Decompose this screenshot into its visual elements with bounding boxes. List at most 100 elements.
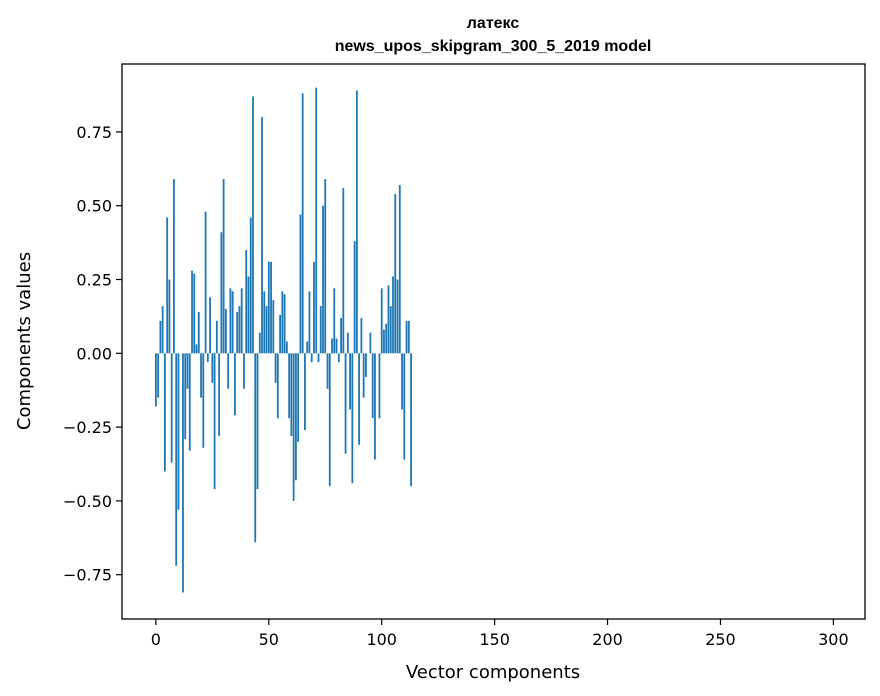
bar (342, 187, 345, 354)
bar (281, 291, 284, 354)
x-tick-label: 0 (151, 630, 161, 649)
bar (315, 87, 318, 354)
bar (340, 317, 342, 354)
bar (294, 353, 297, 481)
bar (213, 353, 216, 490)
bar (161, 306, 164, 354)
bar (335, 338, 338, 354)
bar (313, 261, 315, 354)
bar (166, 217, 169, 354)
y-tick-label: −0.25 (63, 418, 112, 437)
bar (209, 297, 211, 354)
x-tick-label: 200 (592, 630, 623, 649)
bar (204, 211, 207, 354)
bar (247, 276, 250, 354)
bar (157, 353, 160, 398)
bar (392, 276, 394, 354)
bar (349, 353, 351, 410)
bar (346, 332, 349, 354)
bar (337, 353, 340, 363)
y-tick-label: −0.50 (63, 492, 112, 511)
x-tick-label: 300 (818, 630, 849, 649)
bar (200, 353, 202, 398)
bar (231, 291, 234, 354)
bar (224, 309, 227, 354)
bar (351, 353, 354, 484)
bar (333, 288, 336, 354)
bar (310, 353, 313, 363)
bar (175, 353, 178, 566)
chart-title: латекс (467, 15, 520, 32)
y-axis-ticks: −0.75 −0.50 −0.25 0.00 0.25 0.50 0.75 (63, 123, 122, 585)
bar (236, 311, 239, 354)
bar (292, 353, 295, 501)
bar (182, 353, 184, 593)
bar (288, 353, 291, 419)
bar (389, 306, 392, 354)
bar (326, 353, 329, 389)
y-tick-label: 0.50 (76, 197, 112, 216)
bar (324, 179, 327, 354)
bar (410, 353, 412, 487)
bar (385, 323, 388, 354)
bar (374, 353, 376, 460)
bar (206, 353, 209, 363)
bar (254, 353, 257, 543)
x-axis-ticks: 0 50 100 150 200 250 300 (151, 619, 849, 649)
bar (261, 117, 263, 354)
x-tick-label: 150 (479, 630, 510, 649)
y-tick-label: 0.00 (76, 344, 112, 363)
bar (301, 93, 304, 354)
bar (308, 291, 311, 354)
bar (387, 285, 390, 354)
bar (270, 261, 272, 354)
bar (344, 353, 347, 454)
bar (220, 232, 223, 354)
bar (279, 314, 281, 354)
bar (401, 353, 403, 410)
bar (283, 294, 286, 354)
bar (276, 353, 279, 419)
bar (380, 288, 383, 354)
bar (173, 179, 175, 354)
x-tick-label: 100 (366, 630, 397, 649)
bar (238, 306, 241, 354)
bar (218, 353, 221, 436)
bar (272, 300, 275, 354)
y-tick-label: 0.25 (76, 271, 112, 290)
bar (304, 353, 306, 431)
x-tick-label: 50 (259, 630, 279, 649)
bar (193, 273, 196, 354)
bar (405, 320, 408, 354)
bar (317, 353, 320, 363)
y-axis-label: Components values (14, 252, 35, 430)
bar (383, 329, 385, 354)
bar (164, 353, 166, 472)
bars-group (154, 87, 833, 593)
bar (159, 320, 162, 354)
x-tick-label: 250 (705, 630, 736, 649)
bar (211, 353, 214, 383)
bar (403, 353, 406, 460)
bar (197, 311, 200, 354)
bar (285, 341, 288, 354)
bar (249, 217, 252, 354)
y-tick-label: −0.75 (63, 566, 112, 585)
bar (267, 261, 270, 354)
bar (360, 317, 363, 354)
plot-frame (121, 63, 866, 620)
bar (328, 353, 331, 487)
bar (365, 353, 367, 377)
bar (245, 249, 248, 354)
bar (396, 279, 399, 354)
bar (369, 332, 372, 354)
bar (256, 353, 259, 490)
bar (202, 353, 205, 448)
bar (398, 185, 401, 354)
bar (362, 353, 365, 398)
bar (394, 193, 397, 354)
bar (274, 353, 277, 383)
bar (299, 214, 302, 354)
